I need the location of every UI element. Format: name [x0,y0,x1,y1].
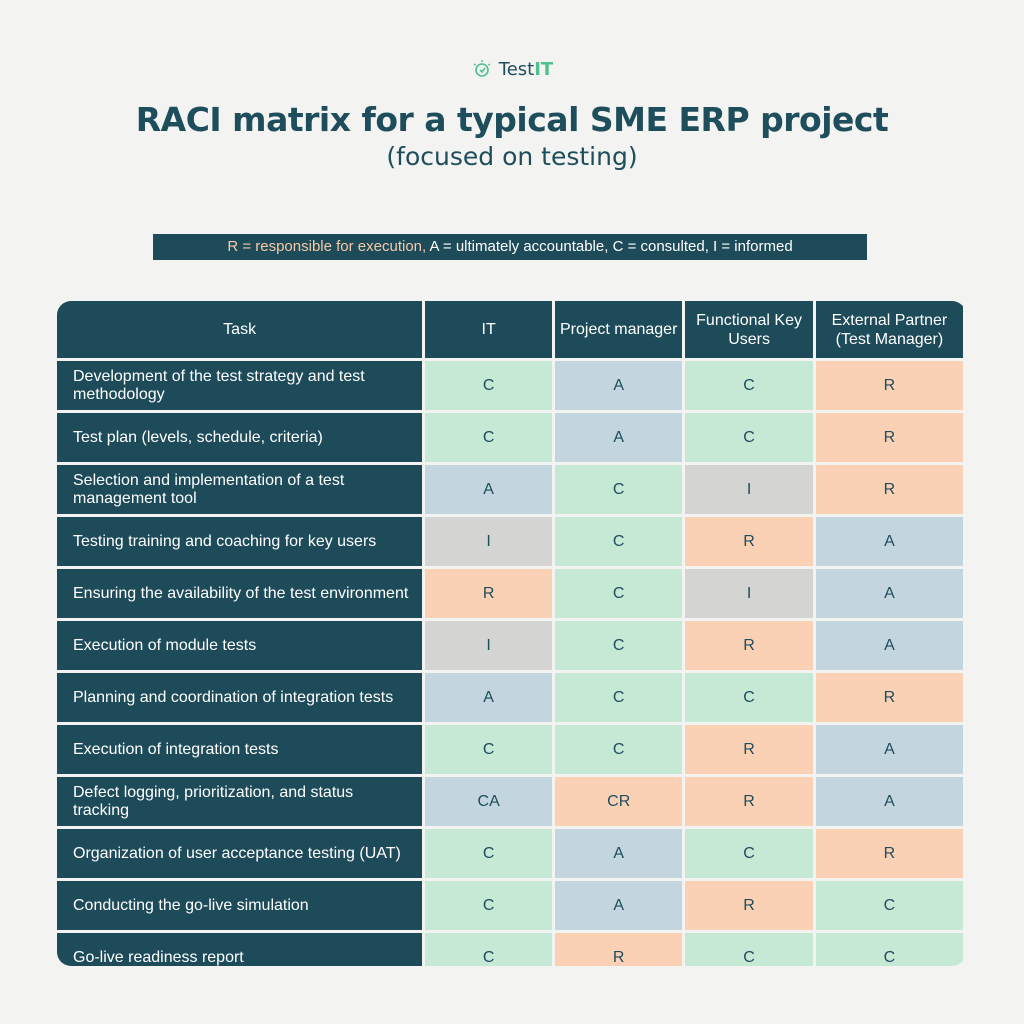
raci-cell-project-manager: R [555,933,683,966]
task-cell: Test plan (levels, schedule, criteria) [57,413,423,462]
raci-cell-project-manager: CR [555,777,683,826]
raci-cell-it: C [425,933,553,966]
page-subtitle: (focused on testing) [386,142,638,171]
raci-cell-project-manager: A [555,361,683,410]
raci-cell-functional-key-users: R [685,517,813,566]
raci-cell-project-manager: C [555,569,683,618]
raci-cell-it: I [425,517,553,566]
table-header-row: Task IT Project manager Functional Key U… [57,301,963,358]
raci-cell-functional-key-users: C [685,361,813,410]
raci-cell-external-partner: C [815,881,963,930]
raci-cell-it: C [425,881,553,930]
legend-rest: A = ultimately accountable, C = consulte… [429,238,793,255]
table-row: Development of the test strategy and tes… [57,361,963,410]
raci-cell-functional-key-users: I [685,465,813,514]
raci-cell-it: C [425,829,553,878]
brand-logo: TestIT [0,58,1024,80]
task-cell: Planning and coordination of integration… [57,673,423,722]
task-cell: Execution of module tests [57,621,423,670]
task-cell: Organization of user acceptance testing … [57,829,423,878]
raci-cell-external-partner: R [815,361,963,410]
table-row: Planning and coordination of integration… [57,673,963,722]
raci-cell-external-partner: R [815,829,963,878]
raci-cell-project-manager: C [555,517,683,566]
table-row: Conducting the go-live simulation C A R C [57,881,963,930]
raci-cell-external-partner: A [815,569,963,618]
raci-cell-project-manager: C [555,621,683,670]
raci-cell-external-partner: R [815,673,963,722]
task-cell: Go-live readiness report [57,933,423,966]
column-header-it: IT [425,301,553,358]
raci-cell-it: C [425,361,553,410]
task-cell: Defect logging, prioritization, and stat… [57,777,423,826]
raci-cell-it: A [425,465,553,514]
table-row: Defect logging, prioritization, and stat… [57,777,963,826]
raci-cell-external-partner: A [815,777,963,826]
column-header-task: Task [57,301,423,358]
task-cell: Ensuring the availability of the test en… [57,569,423,618]
raci-cell-functional-key-users: C [685,933,813,966]
bulb-icon [473,60,491,77]
raci-cell-functional-key-users: C [685,413,813,462]
task-cell: Selection and implementation of a test m… [57,465,423,514]
table-row: Ensuring the availability of the test en… [57,569,963,618]
raci-cell-functional-key-users: I [685,569,813,618]
raci-cell-it: I [425,621,553,670]
task-cell: Development of the test strategy and tes… [57,361,423,410]
table-row: Go-live readiness report C R C C [57,933,963,966]
table-row: Selection and implementation of a test m… [57,465,963,514]
raci-cell-project-manager: A [555,829,683,878]
column-header-functional-key-users: Functional Key Users [685,301,813,358]
raci-cell-it: A [425,673,553,722]
raci-cell-external-partner: A [815,725,963,774]
raci-cell-external-partner: A [815,621,963,670]
table-row: Organization of user acceptance testing … [57,829,963,878]
raci-cell-functional-key-users: C [685,829,813,878]
raci-table: Task IT Project manager Functional Key U… [57,301,966,966]
brand-name: TestIT [498,58,554,80]
raci-cell-functional-key-users: C [685,673,813,722]
column-header-external-partner: External Partner (Test Manager) [815,301,963,358]
raci-cell-it: C [425,725,553,774]
raci-cell-functional-key-users: R [685,725,813,774]
raci-cell-it: CA [425,777,553,826]
table-row: Execution of module tests I C R A [57,621,963,670]
page-title: RACI matrix for a typical SME ERP projec… [135,100,889,139]
task-cell: Conducting the go-live simulation [57,881,423,930]
table-row: Execution of integration tests C C R A [57,725,963,774]
raci-cell-external-partner: C [815,933,963,966]
raci-cell-external-partner: A [815,517,963,566]
table-row: Testing training and coaching for key us… [57,517,963,566]
legend-responsible: R = responsible for execution, [227,238,427,255]
raci-cell-functional-key-users: R [685,777,813,826]
raci-cell-external-partner: R [815,465,963,514]
raci-cell-functional-key-users: R [685,621,813,670]
raci-cell-project-manager: C [555,725,683,774]
raci-cell-project-manager: C [555,465,683,514]
raci-cell-it: R [425,569,553,618]
raci-legend: R = responsible for execution, A = ultim… [153,234,867,260]
raci-cell-external-partner: R [815,413,963,462]
raci-cell-project-manager: A [555,413,683,462]
table-row: Test plan (levels, schedule, criteria) C A… [57,413,963,462]
task-cell: Execution of integration tests [57,725,423,774]
raci-cell-functional-key-users: R [685,881,813,930]
raci-cell-project-manager: A [555,881,683,930]
raci-cell-project-manager: C [555,673,683,722]
raci-cell-it: C [425,413,553,462]
column-header-project-manager: Project manager [555,301,683,358]
task-cell: Testing training and coaching for key us… [57,517,423,566]
